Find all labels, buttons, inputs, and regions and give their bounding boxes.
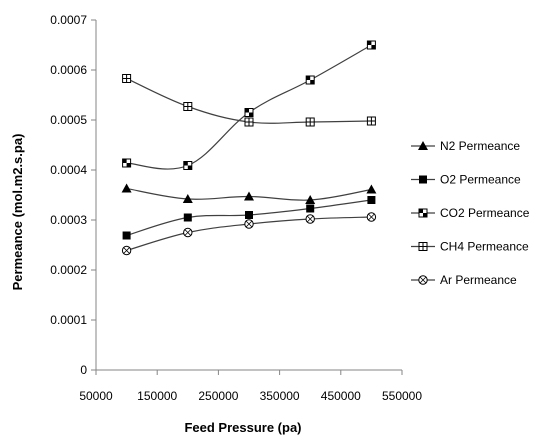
series-o2-permeance <box>122 196 376 240</box>
x-tick-group: 50000 150000 250000 350000 450000 550000 <box>79 370 422 403</box>
x-tick-label: 150000 <box>137 389 177 403</box>
legend-item: CO2 Permeance <box>411 206 530 220</box>
legend-item: CH4 Permeance <box>411 240 529 254</box>
legend-item: N2 Permeance <box>411 139 520 153</box>
series-n2-permeance <box>121 183 377 204</box>
series-ar-permeance <box>121 212 377 256</box>
data-point <box>182 194 193 203</box>
series-line <box>126 44 372 170</box>
data-point <box>305 75 315 85</box>
data-point <box>244 219 254 229</box>
series-layer <box>121 40 377 256</box>
legend-item: Ar Permeance <box>411 273 517 287</box>
legend-marker <box>418 208 428 218</box>
data-point <box>183 227 193 238</box>
y-tick-label: 0.0004 <box>50 163 87 177</box>
data-point <box>366 184 377 194</box>
data-point <box>183 102 193 111</box>
data-point <box>366 116 376 126</box>
y-tick-label: 0.0005 <box>50 113 87 127</box>
data-point <box>183 161 193 170</box>
y-tick-label: 0.0006 <box>50 63 87 77</box>
x-tick-label: 550000 <box>382 389 422 403</box>
y-tick-group: 0 0.0001 0.0002 0.0003 0.0004 0.0005 0.0006 0.0… <box>50 13 96 377</box>
data-point <box>244 117 254 127</box>
y-axis-title: Permeance (mol.m2.s.pa) <box>10 134 25 291</box>
data-point <box>244 108 254 117</box>
x-tick-label: 350000 <box>260 389 300 403</box>
data-point <box>122 158 132 168</box>
y-tick-label: 0.0001 <box>50 313 87 327</box>
legend-marker <box>418 141 428 150</box>
data-point <box>367 196 376 204</box>
data-point <box>121 183 132 193</box>
legend-label: N2 Permeance <box>440 139 520 153</box>
legend-label: Ar Permeance <box>440 273 517 287</box>
data-point <box>366 212 377 222</box>
legend-label: CH4 Permeance <box>440 240 529 254</box>
x-tick-label: 50000 <box>79 389 113 403</box>
series-co2-permeance <box>122 40 376 170</box>
data-point <box>245 211 253 219</box>
series-ch4-permeance <box>122 74 376 127</box>
data-point <box>244 191 254 201</box>
data-point <box>306 204 315 213</box>
data-point <box>122 231 131 240</box>
data-point <box>122 74 132 83</box>
data-point <box>305 117 315 127</box>
data-point <box>305 214 315 224</box>
data-point <box>305 195 316 204</box>
data-point <box>121 245 132 256</box>
x-tick-label: 250000 <box>198 389 238 403</box>
data-point <box>183 213 192 222</box>
y-tick-label: 0.0002 <box>50 263 87 277</box>
y-tick-label: 0.0007 <box>50 13 87 27</box>
axes <box>95 20 402 371</box>
x-axis-title: Feed Pressure (pa) <box>184 420 301 435</box>
x-tick-label: 450000 <box>321 389 361 403</box>
y-tick-label: 0 <box>80 363 87 377</box>
legend: N2 Permeance O2 Permeance CO2 Permeance CH4… <box>411 139 530 287</box>
legend-label: CO2 Permeance <box>440 206 530 220</box>
legend-marker <box>418 275 428 285</box>
data-point <box>366 40 376 50</box>
legend-marker <box>418 242 428 251</box>
y-tick-label: 0.0003 <box>50 213 87 227</box>
legend-item: O2 Permeance <box>411 173 521 187</box>
legend-marker <box>419 175 427 184</box>
legend-label: O2 Permeance <box>440 173 521 187</box>
